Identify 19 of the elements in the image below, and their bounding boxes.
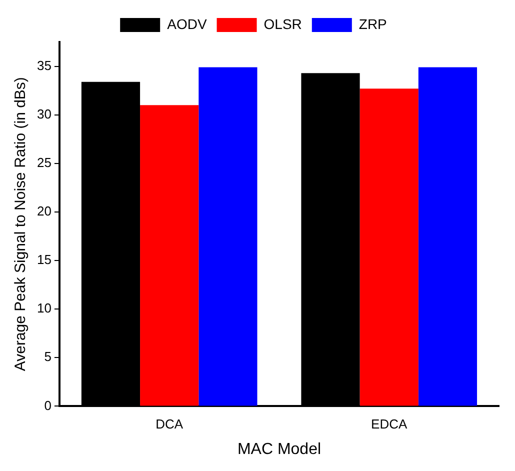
bar xyxy=(198,67,258,406)
y-axis-title: Average Peak Signal to Noise Ratio (in dBs) xyxy=(12,77,30,372)
x-tick-label: DCA xyxy=(156,416,184,432)
bar xyxy=(140,105,199,406)
y-tick-label: 10 xyxy=(36,300,52,316)
y-tick-label: 30 xyxy=(36,106,52,122)
legend-label: ZRP xyxy=(358,16,387,32)
x-axis-title: MAC Model xyxy=(237,440,322,458)
y-tick-label: 15 xyxy=(36,252,52,268)
x-tick-label: EDCA xyxy=(371,416,408,432)
y-tick-label: 25 xyxy=(36,154,52,170)
legend-label: OLSR xyxy=(264,16,302,32)
bar xyxy=(360,88,418,406)
y-tick-label: 5 xyxy=(44,349,52,364)
bar xyxy=(418,67,478,406)
y-tick-label: 0 xyxy=(44,398,52,413)
y-tick-label: 20 xyxy=(36,204,52,219)
legend-label: AODV xyxy=(167,16,208,32)
y-tick-label: 35 xyxy=(36,58,52,73)
